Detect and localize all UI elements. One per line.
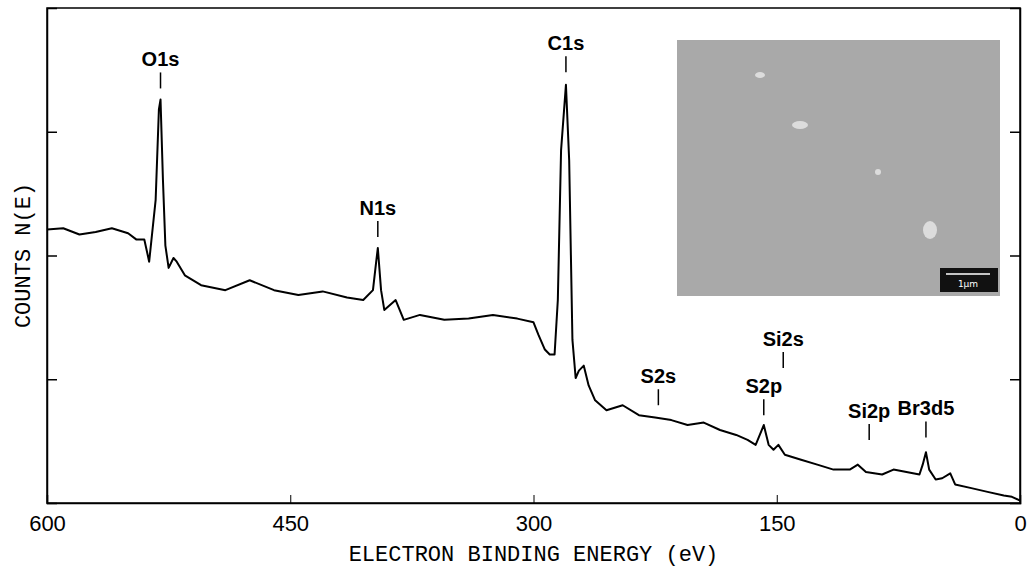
chart: 1µm 600 450 300 150 0 O1s N1s C1s S2s Si2s S2p Si2p B… <box>0 0 1036 571</box>
x-tick-label: 300 <box>516 511 553 536</box>
inset-particle <box>792 121 808 129</box>
y-axis-title: COUNTS N(E) <box>12 183 37 328</box>
peak-label: O1s <box>142 48 180 70</box>
x-tick: 150 <box>759 495 796 536</box>
y-tick-mark <box>47 379 57 381</box>
peak-label: N1s <box>359 197 396 219</box>
y-tick-mark <box>47 132 57 134</box>
annotation-leader <box>160 72 162 88</box>
y-tick-mark <box>1010 132 1020 134</box>
annotation-leader <box>782 352 784 368</box>
x-tick-label: 450 <box>272 511 309 536</box>
y-tick <box>1010 132 1020 133</box>
x-tick-label: 150 <box>759 511 796 536</box>
x-axis-title: ELECTRON BINDING ENERGY (eV) <box>349 543 719 568</box>
inset: 1µm <box>677 40 1000 296</box>
peak-label: Br3d5 <box>898 397 955 419</box>
annotations: O1s N1s C1s S2s Si2s S2p Si2p Br3d5 <box>142 32 955 440</box>
peak-label: Si2p <box>848 400 890 422</box>
annotation-leader <box>763 399 765 415</box>
x-tick: 300 <box>516 495 553 536</box>
x-tick: 450 <box>272 495 309 536</box>
x-tick-label: 0 <box>1014 511 1026 536</box>
y-axis-line-right <box>1010 9 1021 504</box>
x-axis-line <box>48 495 1021 504</box>
x-tick-mark <box>290 495 291 503</box>
y-tick-mark <box>1010 255 1020 257</box>
scale-bar-box <box>940 268 998 292</box>
y-tick <box>1010 379 1020 380</box>
annotation-leader <box>658 389 660 405</box>
inset-image <box>677 40 1000 296</box>
annotation-leader <box>868 424 870 440</box>
spectrum-line <box>47 85 1020 501</box>
plot-frame <box>47 8 1020 503</box>
x-tick-mark <box>777 495 778 503</box>
annotation-leader <box>925 421 927 437</box>
scale-bar <box>946 273 990 275</box>
peak-label: S2p <box>745 375 782 397</box>
y-tick <box>47 379 57 380</box>
y-tick <box>1010 256 1020 257</box>
y-axis-left <box>47 9 57 504</box>
y-tick <box>47 132 57 133</box>
y-axis-right <box>1010 9 1021 504</box>
peak-label: C1s <box>548 32 585 54</box>
plot-area <box>47 85 1020 501</box>
inset-particle <box>923 221 937 239</box>
inset-particle <box>875 169 881 175</box>
y-tick-mark <box>47 255 57 257</box>
y-tick <box>47 256 57 257</box>
annotation-leader <box>565 56 567 72</box>
y-tick-mark <box>1010 379 1020 381</box>
inset-particle <box>755 72 765 78</box>
peak-label: S2s <box>641 365 677 387</box>
peak-label: Si2s <box>763 328 804 350</box>
x-tick-label: 600 <box>29 511 66 536</box>
scale-bar-label: 1µm <box>958 279 978 289</box>
y-axis-line-left <box>48 9 58 504</box>
x-tick-mark <box>534 495 535 503</box>
annotation-leader <box>377 221 379 237</box>
x-axis: 600 450 300 150 0 <box>29 495 1026 536</box>
